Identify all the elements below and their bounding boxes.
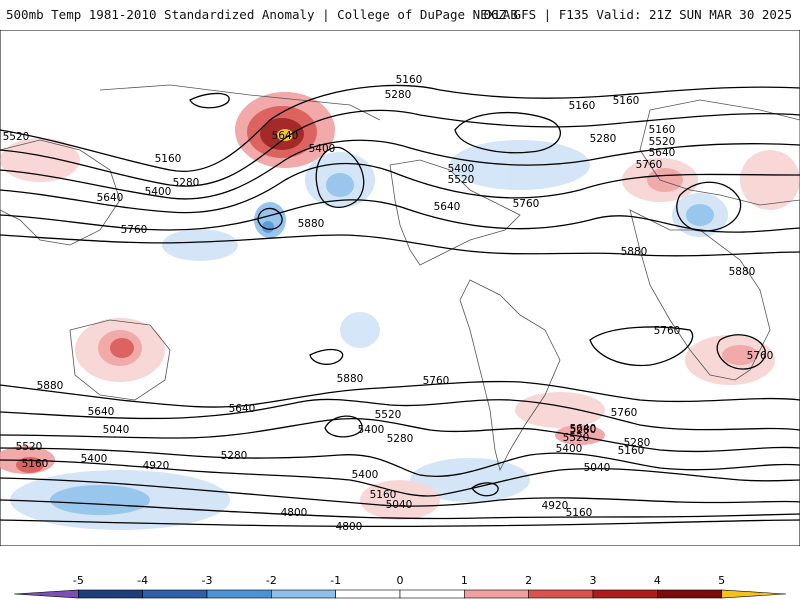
colorbar-segment [464,589,529,599]
colorbar-segment [528,589,594,599]
contour-label: 5400 [358,424,385,436]
header: 500mb Temp 1981-2010 Standardized Anomal… [0,0,800,30]
contour-label: 5280 [570,424,597,436]
colorbar-tick-label: -2 [266,574,277,587]
contour-label: 5160 [566,507,593,519]
contour-label: 5880 [621,246,648,258]
contour-label: 5280 [385,89,412,101]
contour-label: 5400 [81,453,108,465]
contour-label: 5040 [584,462,611,474]
contour-label: 5760 [423,375,450,387]
colorbar-segment [13,589,79,599]
colorbar-tick-label: 0 [397,574,404,587]
contour-label: 5760 [513,198,540,210]
contour-label: 5640 [88,406,115,418]
colorbar-tick-label: -5 [73,574,84,587]
contour-label: 5160 [649,124,676,136]
contour-label: 5640 [434,201,461,213]
contour-label: 5520 [649,136,676,148]
contour-label: 5640 [229,403,256,415]
contour-label: 5400 [556,443,583,455]
colorbar-tick-label: 2 [525,574,532,587]
colorbar-tick-label: -4 [137,574,148,587]
contour-label: 5640 [570,423,597,435]
contour-label: 5760 [121,224,148,236]
colorbar-tick-label: 1 [461,574,468,587]
colorbar-segment [721,589,787,599]
contour-label: 5520 [448,174,475,186]
contour-label: 5160 [618,445,645,457]
contour-label: 4800 [281,507,308,519]
contour-label: 5520 [563,432,590,444]
colorbar-segment [206,589,272,599]
colorbar-segment [142,589,208,599]
colorbar: -5 -4 -3 -2 -1 0 1 2 3 4 5 [13,574,787,599]
contour-label: 5760 [611,407,638,419]
contour-label: 5880 [298,218,325,230]
contour-labels: 5160 5280 5160 5160 5520 5400 5280 5640 … [3,74,774,533]
contour-label: 5280 [173,177,200,189]
map-title: 500mb Temp 1981-2010 Standardized Anomal… [6,7,518,22]
contour-label: 5640 [97,192,124,204]
contour-label: 5520 [3,131,30,143]
colorbar-ticks: -5 -4 -3 -2 -1 0 1 2 3 4 5 [73,574,725,587]
colorbar-segment [399,589,465,599]
contour-label: 5400 [145,186,172,198]
contour-label: 5400 [448,163,475,175]
contour-label: 5880 [729,266,756,278]
contour-label: 5640 [649,147,676,159]
contour-label: 5880 [337,373,364,385]
contour-label: 5280 [624,437,651,449]
colorbar-segment [78,589,143,599]
contour-label: 4920 [143,460,170,472]
run-valid-time: 06Z GFS | F135 Valid: 21Z SUN MAR 30 202… [483,7,792,22]
contour-label: 4920 [542,500,569,512]
coastlines [0,84,800,472]
contour-label: 5280 [221,450,248,462]
weather-map: 5160 5280 5160 5160 5520 5400 5280 5640 … [0,30,800,546]
contour-label: 5760 [636,159,663,171]
contour-label: 5400 [309,143,336,155]
contour-label: 5760 [654,325,681,337]
contour-label: 5640 [272,130,299,142]
contour-label: 5040 [386,499,413,511]
contour-label: 5520 [16,441,43,453]
contour-label: 5880 [37,380,64,392]
height-contours [0,84,800,528]
contour-label: 5760 [747,350,774,362]
contour-label: 5280 [590,133,617,145]
contour-label: 4800 [336,521,363,533]
colorbar-segment [271,589,336,599]
contour-label: 5520 [375,409,402,421]
contour-label: 5160 [22,458,49,470]
contour-label: 5160 [613,95,640,107]
contour-label: 5400 [352,469,379,481]
colorbar-tick-label: -1 [330,574,341,587]
colorbar-tick-label: 4 [654,574,661,587]
map-frame [0,30,800,546]
colorbar-segment [592,589,658,599]
colorbar-tick-label: 3 [590,574,597,587]
contour-label: 5160 [370,489,397,501]
colorbar-segments [13,589,787,599]
contour-label: 5160 [396,74,423,86]
colorbar-tick-label: -3 [202,574,213,587]
colorbar-segment [657,589,722,599]
colorbar-segment [335,589,401,599]
contour-label: 5280 [387,433,414,445]
contour-label: 5040 [103,424,130,436]
contour-label: 5160 [569,100,596,112]
contour-label: 5160 [155,153,182,165]
colorbar-tick-label: 5 [718,574,725,587]
